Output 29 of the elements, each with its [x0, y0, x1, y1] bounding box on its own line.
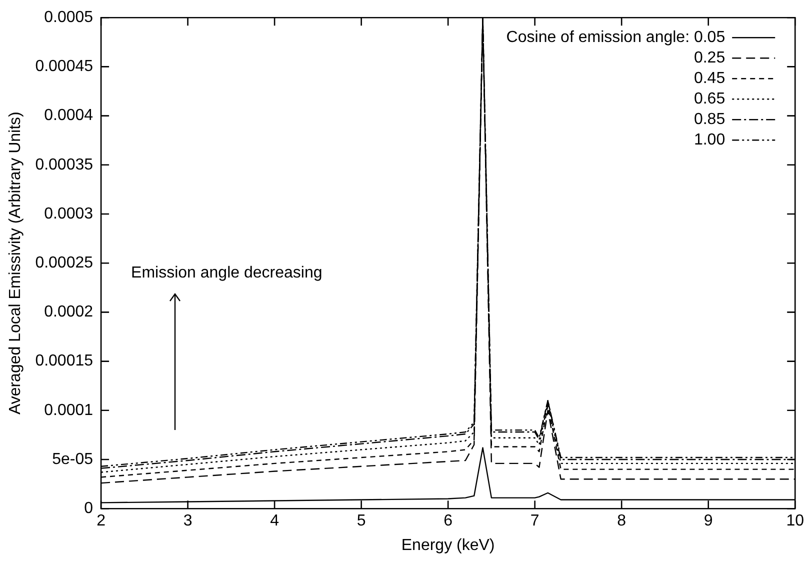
y-tick-label: 0.00025 — [35, 254, 94, 272]
x-tick-label: 10 — [786, 512, 804, 530]
y-tick-label: 0.0001 — [44, 402, 94, 419]
x-tick-label: 5 — [356, 512, 366, 530]
legend-label: 0.65 — [694, 90, 726, 108]
y-tick-label: 0.0003 — [44, 205, 94, 222]
y-tick-label: 0 — [84, 500, 94, 518]
x-tick-label: 2 — [96, 512, 106, 530]
x-tick-label: 7 — [530, 512, 540, 530]
legend-label: 1.00 — [694, 132, 726, 149]
text: Cosine of emission angle: 0.05 — [506, 29, 726, 46]
x-tick-label: 3 — [183, 512, 192, 530]
y-tick-label: 0.00035 — [35, 156, 94, 174]
x-tick-label: 4 — [270, 512, 280, 530]
y-tick-label: 0.00015 — [35, 352, 94, 370]
annotation: Emission angle decreasing — [131, 264, 322, 282]
y-tick-label: 5e-05 — [52, 450, 94, 468]
legend-label: 0.85 — [694, 111, 726, 128]
x-tick-label: 6 — [444, 512, 453, 530]
y-tick-label: 0.0005 — [44, 9, 94, 26]
y-tick-label: 0.00045 — [35, 58, 94, 76]
y-tick-label: 0.0002 — [44, 304, 94, 321]
legend-label: 0.45 — [694, 70, 726, 88]
legend-label: 0.25 — [694, 50, 726, 67]
x-tick-label: 8 — [617, 512, 626, 530]
x-tick-label: 9 — [704, 512, 713, 530]
x-axis-title: Energy (keV) — [401, 536, 495, 554]
y-tick-label: 0.0004 — [44, 107, 94, 124]
y-axis-title: Averaged Local Emissivity (Arbitrary Units) — [7, 112, 24, 415]
